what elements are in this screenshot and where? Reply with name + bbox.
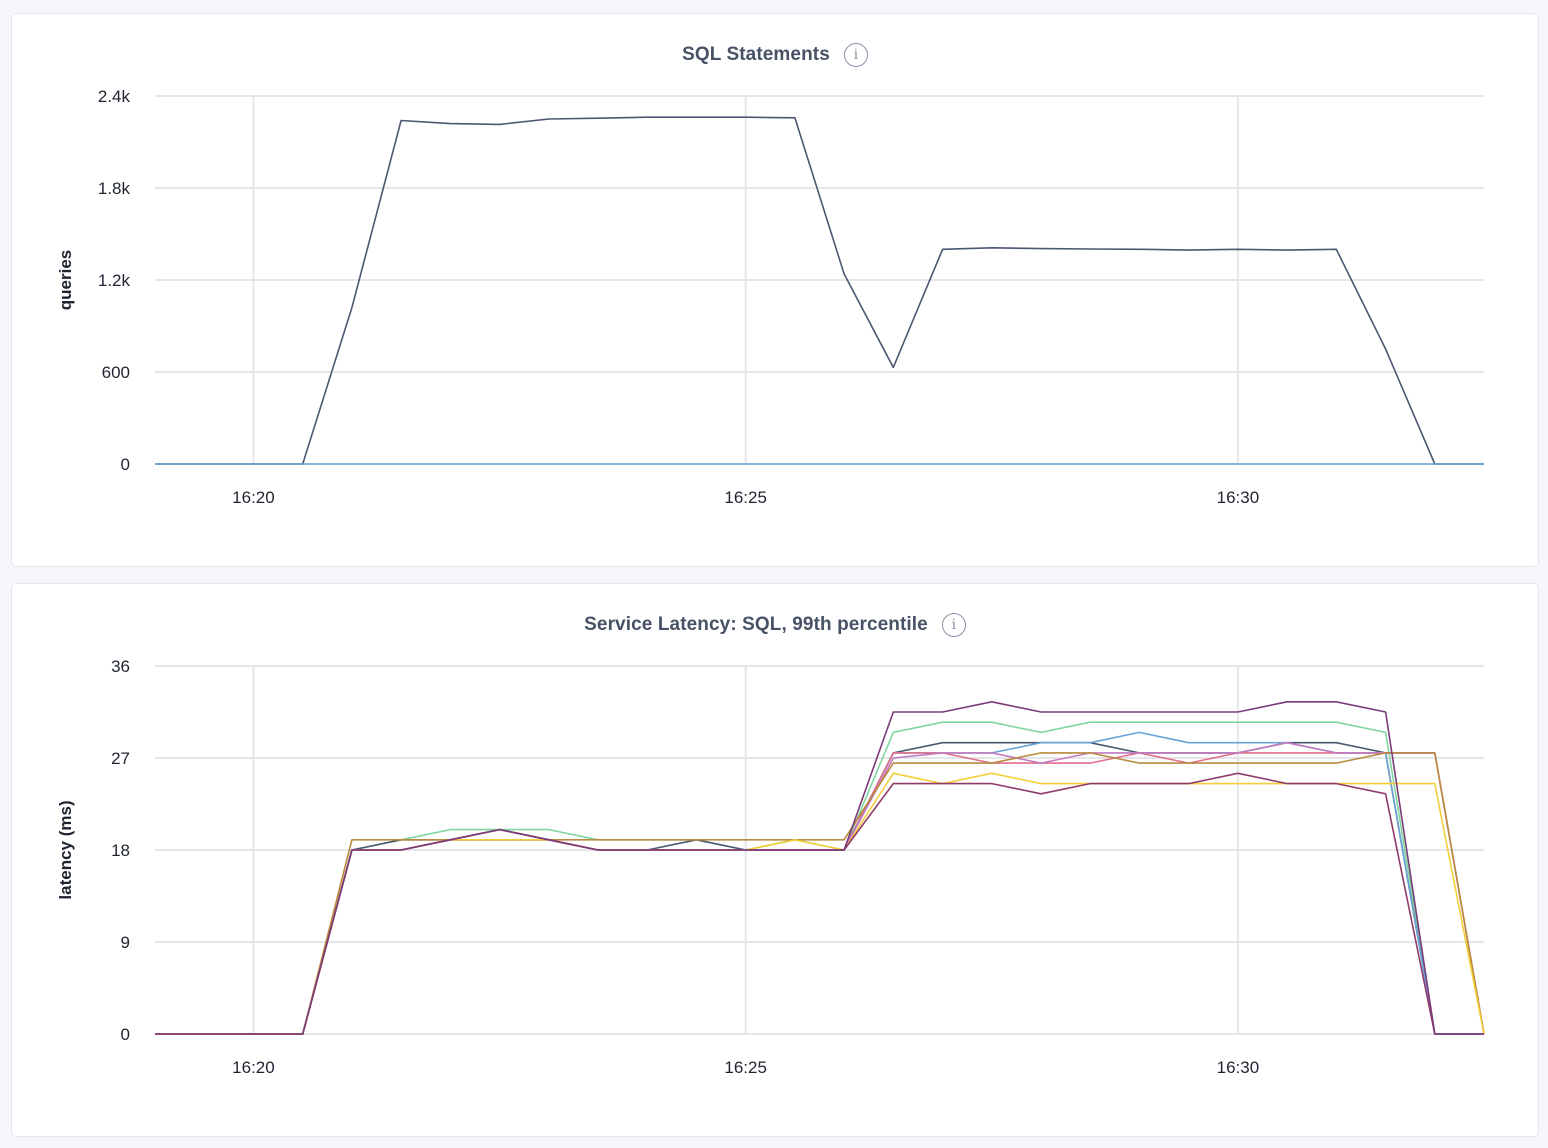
service-latency-panel: Service Latency: SQL, 99th percentile i … [11, 583, 1539, 1137]
y-tick-label: 1.2k [98, 271, 131, 290]
service-latency-chart: 0 9 18 27 36 16:20 16:25 16:30 latency (ms) [56, 657, 1485, 1077]
panel-header: SQL Statements i [12, 40, 1538, 70]
series-line [155, 731, 1484, 1035]
y-tick-label: 36 [111, 657, 130, 676]
info-icon[interactable]: i [843, 43, 868, 67]
series-line [155, 741, 1484, 1035]
x-tick-label: 16:20 [232, 1058, 275, 1077]
y-tick-label: 27 [111, 749, 130, 768]
series-line [155, 772, 1484, 1035]
series-line [155, 772, 1485, 1035]
x-tick-label: 16:30 [1217, 488, 1260, 507]
x-tick-label: 16:25 [724, 1058, 767, 1077]
series-line [155, 752, 1485, 1035]
y-tick-label: 18 [111, 841, 130, 860]
sql-statements-chart: 0 600 1.2k 1.8k 2.4k 16:20 16:25 16:30 queries [56, 87, 1484, 507]
y-tick-label: 9 [121, 933, 130, 952]
x-tick-label: 16:20 [232, 488, 275, 507]
info-icon[interactable]: i [941, 613, 966, 637]
y-tick-label: 600 [102, 363, 130, 382]
y-axis-label: queries [56, 250, 75, 310]
sql-statements-panel: SQL Statements i 0 600 1.2k 1.8k 2.4k 16:20 16… [11, 13, 1539, 567]
panel-header: Service Latency: SQL, 99th percentile i [12, 610, 1538, 640]
panel-title: SQL Statements [682, 44, 830, 65]
x-tick-label: 16:30 [1217, 1058, 1260, 1077]
x-tick-label: 16:25 [724, 488, 767, 507]
y-tick-label: 0 [121, 1025, 130, 1044]
panel-title: Service Latency: SQL, 99th percentile [584, 614, 928, 635]
y-tick-label: 1.8k [98, 179, 131, 198]
series-line [155, 741, 1485, 1035]
y-tick-label: 0 [121, 455, 130, 474]
series-line [155, 752, 1485, 1035]
series-line [155, 701, 1484, 1035]
y-axis-label: latency (ms) [56, 800, 75, 899]
series-line [155, 721, 1484, 1035]
y-tick-label: 2.4k [98, 87, 131, 106]
series-line [155, 116, 1484, 465]
